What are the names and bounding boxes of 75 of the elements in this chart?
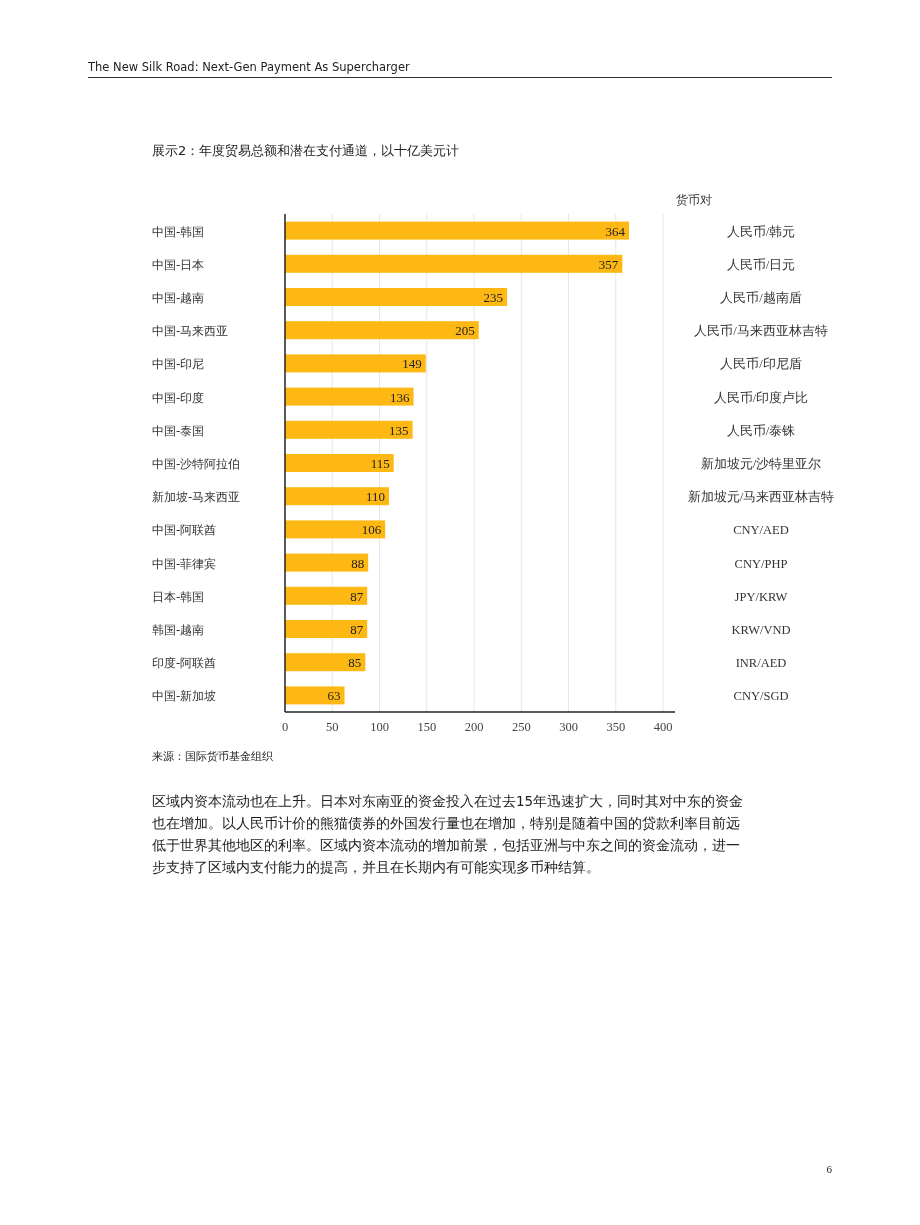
text: 区域内资本流动也在上升。日本对东南亚的资金投入在过去15年迅速扩大，同时其对中东的资金也在增加。以人民币计价的熊猫债券的外国发行量也在增加，特别是随着中国的贷款利率目前远低于世界其他地区的利率。区域内资本流动的增加前景，包括亚洲与中东之间的资金流动，进一步支持了区域内支付能力的提高，并且在长期内有可能实现多币种结算。 [152, 792, 745, 877]
bar [285, 487, 389, 506]
data-label: 235 [483, 290, 504, 305]
bar [285, 520, 386, 539]
y2-tick-label: 人民币/韩元 [726, 224, 796, 239]
bar [285, 221, 629, 240]
data-label: 364 [605, 223, 626, 239]
y2-tick-label: 人民币/日元 [726, 257, 796, 272]
y2-axis-title: 货币对 [676, 193, 712, 207]
y2-tick-label: 新加坡元/沙特里亚尔 [700, 457, 822, 471]
y-tick-label: 中国-越南 [152, 291, 205, 305]
data-label: 88 [351, 555, 365, 571]
y-tick-label: 中国-印尼 [152, 357, 205, 372]
y2-tick-label: CNY/AED [733, 523, 789, 538]
bar [285, 288, 508, 306]
y-tick-label: 中国-日本 [152, 257, 205, 272]
y-tick-label: 印度-阿联酋 [152, 656, 217, 671]
data-label: 63 [327, 688, 341, 704]
y-tick-label: 中国-新加坡 [152, 689, 217, 704]
y2-tick-label: INR/AED [735, 656, 787, 671]
data-label: 85 [348, 655, 362, 671]
x-tick-label: 250 [511, 720, 531, 734]
source-note: 来源：国际货币基金组织 [152, 750, 273, 764]
bar [285, 420, 413, 439]
chart-title: 展示2：年度贸易总额和潜在支付通道，以十亿美元计 [152, 142, 460, 160]
bar [285, 454, 394, 472]
x-tick-label: 400 [653, 720, 673, 734]
x-tick-label: 200 [464, 720, 484, 734]
x-tick-label: 300 [559, 720, 578, 734]
y2-tick-label: 新加坡元/马来西亚林吉特 [687, 490, 835, 505]
bar [285, 586, 368, 605]
text: 6 [825, 1163, 832, 1175]
bar [285, 553, 369, 572]
y-tick-label: 日本-韩国 [152, 589, 205, 604]
y-tick-label: 中国-印度 [152, 390, 205, 405]
data-label: 87 [350, 588, 364, 604]
data-label: 136 [390, 389, 411, 405]
text: The New Silk Road: Next-Gen Payment As Supercharger [88, 60, 410, 74]
y-tick-label: 中国-沙特阿拉伯 [152, 457, 241, 471]
y2-tick-label: CNY/SGD [733, 689, 789, 704]
bar [285, 686, 345, 705]
y-tick-label: 中国-阿联酋 [152, 523, 217, 538]
data-label: 205 [455, 323, 475, 339]
y-tick-label: 韩国-越南 [152, 623, 205, 637]
y2-tick-label: 人民币/印尼盾 [720, 357, 802, 372]
y-tick-label: 中国-泰国 [152, 423, 205, 438]
data-label: 135 [389, 422, 409, 438]
data-label: 357 [598, 256, 619, 272]
y-tick-label: 中国-马来西亚 [152, 324, 229, 339]
data-label: 87 [350, 622, 364, 637]
y2-tick-label: 人民币/马来西亚林吉特 [694, 324, 828, 339]
bar [285, 653, 366, 672]
data-label: 149 [402, 356, 422, 372]
y2-tick-label: CNY/PHP [734, 556, 788, 571]
bar [285, 354, 426, 373]
x-tick-label: 0 [281, 720, 289, 734]
x-tick-label: 350 [606, 720, 626, 734]
y-tick-label: 中国-菲律宾 [152, 556, 217, 571]
bar [285, 620, 368, 638]
y-tick-label: 中国-韩国 [152, 224, 205, 239]
x-tick-label: 150 [417, 720, 437, 734]
x-tick-label: 50 [326, 720, 339, 734]
data-label: 115 [370, 456, 390, 471]
data-label: 106 [361, 522, 382, 538]
y-tick-label: 新加坡-马来西亚 [152, 490, 241, 505]
x-tick-label: 100 [370, 720, 389, 734]
y2-tick-label: KRW/VND [731, 623, 791, 637]
bar [285, 387, 414, 406]
y2-tick-label: 人民币/泰铢 [726, 423, 796, 438]
bar [285, 254, 623, 273]
y2-tick-label: 人民币/印度卢比 [713, 389, 809, 405]
bar [285, 321, 479, 340]
y2-tick-label: 人民币/越南盾 [720, 291, 802, 305]
data-label: 110 [365, 489, 385, 505]
y2-tick-label: JPY/KRW [734, 589, 788, 604]
